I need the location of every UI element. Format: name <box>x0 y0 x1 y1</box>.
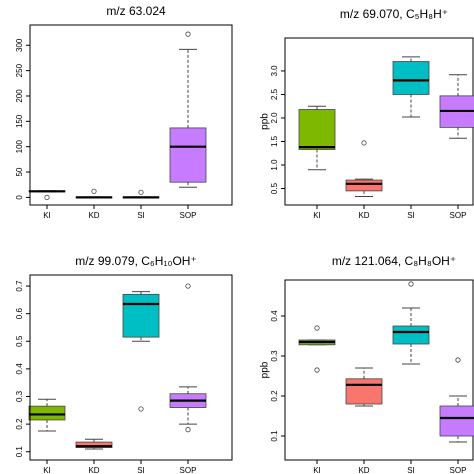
y-tick-label: 0.6 <box>15 308 24 320</box>
outlier <box>138 406 144 412</box>
y-tick-label: 100 <box>15 139 24 153</box>
box <box>392 61 430 95</box>
x-tick-label: KD <box>88 211 99 220</box>
x-tick-label: SI <box>407 466 415 474</box>
x-tick-label: KD <box>358 466 369 474</box>
outlier <box>185 283 191 289</box>
outlier <box>91 188 97 194</box>
chart-title: m/z 69.070, C₅H₈H⁺ <box>340 7 448 21</box>
y-axis-label: ppb <box>260 113 271 130</box>
x-tick-label: KI <box>313 211 321 220</box>
box <box>345 179 383 192</box>
x-tick-label: SOP <box>450 466 467 474</box>
box <box>75 441 113 448</box>
y-tick-label: 2.5 <box>270 88 279 100</box>
x-tick-label: KI <box>43 466 51 474</box>
y-tick-label: 0.7 <box>15 280 24 292</box>
y-tick-label: 1.0 <box>270 159 279 171</box>
x-tick-label: KD <box>358 211 369 220</box>
y-tick-label: 150 <box>15 114 24 128</box>
x-tick-label: KI <box>313 466 321 474</box>
box <box>28 405 66 421</box>
y-tick-label: 0.5 <box>15 335 24 347</box>
y-axis-label: ppb <box>260 361 271 378</box>
box <box>392 325 430 345</box>
outlier <box>455 357 461 363</box>
box <box>122 293 160 338</box>
outlier <box>185 31 191 37</box>
y-tick-label: 0.3 <box>270 350 279 362</box>
outlier <box>185 427 191 433</box>
y-tick-label: 0.2 <box>270 390 279 402</box>
x-tick-label: KD <box>88 466 99 474</box>
y-tick-label: 0.2 <box>15 418 24 430</box>
y-tick-label: 200 <box>15 89 24 103</box>
chart-title: m/z 121.064, C₈H₈OH⁺ <box>332 254 456 268</box>
x-tick-label: SI <box>137 466 145 474</box>
outlier <box>314 367 320 373</box>
y-tick-label: 300 <box>15 38 24 52</box>
y-tick-label: 0.4 <box>15 363 24 375</box>
y-tick-label: 0.5 <box>270 182 279 194</box>
box <box>345 378 383 405</box>
box <box>439 405 474 437</box>
chart-title: m/z 63.024 <box>106 4 166 18</box>
outlier <box>408 281 414 287</box>
y-tick-label: 0 <box>15 195 24 200</box>
outlier <box>138 189 144 195</box>
y-tick-label: 1.5 <box>270 135 279 147</box>
y-tick-label: 0.3 <box>15 390 24 402</box>
outlier <box>314 325 320 331</box>
y-tick-label: 2.0 <box>270 112 279 124</box>
x-tick-label: SOP <box>450 211 467 220</box>
x-tick-label: SI <box>137 211 145 220</box>
y-tick-label: 0.4 <box>270 310 279 322</box>
x-tick-label: SI <box>407 211 415 220</box>
box <box>169 127 207 183</box>
outlier <box>44 194 50 200</box>
chart-title: m/z 99.079, C₆H₁₀OH⁺ <box>75 254 197 268</box>
x-tick-label: SOP <box>180 466 197 474</box>
x-tick-label: KI <box>43 211 51 220</box>
x-tick-label: SOP <box>180 211 197 220</box>
outlier <box>361 140 367 146</box>
y-tick-label: 50 <box>15 167 24 176</box>
y-tick-label: 250 <box>15 63 24 77</box>
box <box>298 109 336 150</box>
y-tick-label: 3.0 <box>270 65 279 77</box>
y-tick-label: 0.1 <box>270 430 279 442</box>
y-tick-label: 0.1 <box>15 446 24 458</box>
